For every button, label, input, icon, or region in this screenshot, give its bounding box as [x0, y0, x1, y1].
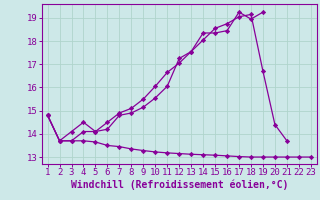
X-axis label: Windchill (Refroidissement éolien,°C): Windchill (Refroidissement éolien,°C): [70, 180, 288, 190]
